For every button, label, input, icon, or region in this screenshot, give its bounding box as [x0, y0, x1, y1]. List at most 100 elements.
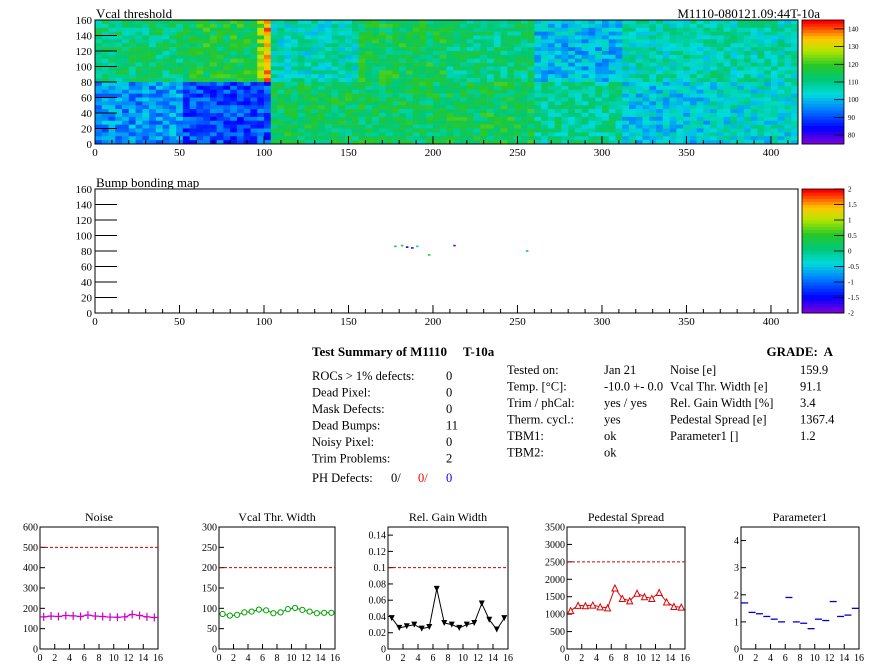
vcal-xtick-0: 0	[92, 147, 98, 159]
mini-2-ytick-5: 0.1	[374, 563, 387, 574]
mini-3-title: Pedestal Spread	[588, 510, 664, 524]
mini-4-xtick-7: 14	[839, 653, 849, 664]
mini-2-point-11	[471, 619, 478, 626]
summary-grade: GRADE: A	[767, 344, 834, 359]
mini-3-frame	[566, 526, 686, 650]
mini-2-xtick-2: 4	[416, 653, 421, 664]
mini-0-series-line	[43, 613, 155, 618]
mini-3-xtick-2: 4	[594, 653, 599, 664]
mini-1-xtick-3: 6	[260, 653, 265, 664]
col2-label-0: Tested on:	[507, 363, 559, 377]
mini-4-xtick-2: 4	[768, 653, 773, 664]
vcal-ytick-2: 40	[81, 108, 93, 120]
vcal-palette-ztick-0: 80	[848, 132, 856, 140]
mini-0-point-12	[128, 610, 136, 619]
mini-4-ytick-3: 3	[734, 563, 739, 574]
col1-label-3: Dead Bumps:	[312, 419, 380, 433]
bump-palette-ztick-4: 0	[848, 248, 852, 256]
mini-3-ytick-4: 2000	[545, 575, 565, 586]
bump-ytick-2: 40	[81, 277, 93, 289]
mini-0-point-8	[99, 612, 107, 621]
mini-4-ytick-1: 1	[734, 617, 739, 628]
mini-3-ytick-5: 2500	[545, 557, 565, 568]
mini-3-series-line	[570, 586, 682, 612]
mini-0-point-6	[84, 611, 92, 620]
col1-value-5: 2	[446, 452, 452, 466]
summary-header: Test Summary of M1110	[312, 344, 447, 359]
col1-label-0: ROCs > 1% defects:	[312, 369, 415, 383]
mini-1-xtick-0: 0	[217, 653, 222, 664]
bump-ytick-7: 140	[76, 200, 93, 212]
bump-palette-ztick-7: 1.5	[848, 201, 857, 209]
ph-defect-value-1: 0/	[418, 471, 428, 485]
mini-2-series-line	[391, 588, 505, 631]
bump-xtick-4: 200	[425, 316, 442, 328]
mini-1-point-15	[328, 609, 335, 616]
mini-1-ytick-2: 100	[202, 604, 217, 615]
bump-xtick-5: 250	[509, 316, 526, 328]
mini-2-xtick-6: 12	[473, 653, 483, 664]
bump-map-title: Bump bonding map	[96, 175, 199, 190]
mini-0-xtick-7: 14	[138, 653, 148, 664]
mini-1-xtick-2: 4	[246, 653, 251, 664]
vcal-palette-ztick-3: 110	[848, 79, 859, 87]
mini-4-xtick-6: 12	[825, 653, 835, 664]
bump-xtick-7: 350	[678, 316, 695, 328]
mini-3-point-12	[655, 588, 663, 597]
bump-ytick-4: 80	[81, 246, 93, 258]
mini-2-point-6	[433, 585, 440, 592]
col3-value-4: 1.2	[800, 429, 816, 443]
col1-value-4: 0	[446, 435, 452, 449]
mini-1-ytick-3: 150	[202, 584, 217, 595]
bump-xtick-2: 100	[256, 316, 273, 328]
bump-frame	[94, 188, 799, 314]
mini-3-ytick-1: 500	[550, 627, 565, 638]
mini-2-ytick-3: 0.06	[369, 596, 387, 607]
col2-label-3: Therm. cycl.:	[507, 413, 574, 427]
mini-2-point-3	[411, 621, 418, 628]
vcal-ytick-6: 120	[76, 46, 93, 58]
mini-1-point-3	[241, 609, 248, 616]
mini-2-point-12	[478, 600, 485, 607]
mini-0-frame	[39, 526, 159, 650]
mini-3-point-5	[603, 603, 612, 612]
mini-0-ytick-6: 600	[23, 523, 38, 534]
mini-0-point-15	[150, 613, 158, 622]
bump-xtick-3: 150	[340, 316, 357, 328]
mini-1-point-11	[299, 606, 306, 614]
mini-3-point-4	[596, 602, 604, 611]
bump-point-4	[416, 245, 419, 248]
mini-3-xtick-6: 12	[651, 653, 661, 664]
vcal-palette-ztick-4: 120	[848, 61, 859, 69]
mini-3-point-7	[618, 594, 627, 602]
mini-2-xtick-8: 16	[503, 653, 513, 664]
vcal-ytick-8: 160	[76, 15, 93, 27]
mini-3-point-0	[566, 606, 575, 615]
mini-3-xtick-5: 10	[636, 653, 646, 664]
col3-label-1: Vcal Thr. Width [e]	[670, 380, 768, 394]
mini-0-point-0	[40, 612, 48, 621]
mini-2-point-1	[396, 624, 403, 631]
mini-1-ytick-0: 0	[212, 645, 217, 656]
vcal-xtick-7: 350	[678, 147, 695, 159]
col3-value-3: 1367.4	[800, 413, 835, 427]
mini-4-xtick-4: 8	[798, 653, 803, 664]
ph-defects-label: PH Defects:	[312, 471, 373, 485]
col1-label-2: Mask Defects:	[312, 402, 385, 416]
vcal-ytick-1: 20	[81, 124, 93, 136]
mini-0-point-3	[62, 611, 70, 620]
mini-0-xtick-1: 2	[52, 653, 57, 664]
mini-3-xtick-3: 6	[609, 653, 614, 664]
bump-point-3	[411, 247, 414, 249]
mini-1-xtick-4: 8	[275, 653, 280, 664]
mini-3-xtick-1: 2	[579, 653, 584, 664]
mini-2-point-5	[426, 624, 433, 631]
col3-label-2: Rel. Gain Width [%]	[670, 396, 773, 410]
mini-3-xtick-7: 14	[665, 653, 675, 664]
mini-0-xtick-8: 16	[153, 653, 163, 664]
mini-2-ytick-7: 0.14	[369, 531, 387, 542]
bump-point-5	[427, 254, 431, 256]
mini-1-point-6	[263, 607, 270, 614]
ph-defect-value-0: 0/	[391, 471, 401, 485]
